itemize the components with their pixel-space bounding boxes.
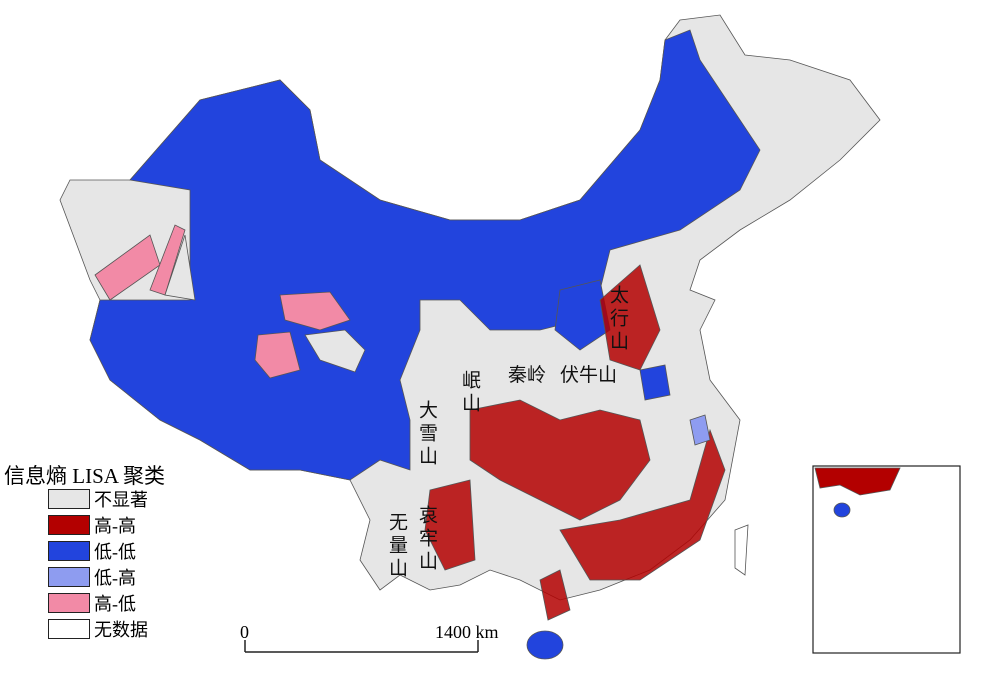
region [734, 524, 749, 576]
legend-swatch [48, 567, 90, 587]
legend-label: 高-高 [94, 516, 136, 536]
region [689, 414, 711, 446]
region [469, 399, 651, 521]
region [254, 331, 301, 379]
mountain-label: 哀牢山 [416, 505, 437, 574]
legend-title: 信息熵 LISA 聚类 [4, 464, 166, 488]
region [599, 264, 661, 371]
legend-label: 高-低 [94, 594, 136, 614]
region [814, 467, 901, 496]
inset-frame [812, 465, 961, 654]
legend-item: 不显著 [48, 488, 148, 510]
legend-swatch [48, 619, 90, 639]
legend-swatch [48, 541, 90, 561]
region [149, 224, 186, 296]
legend-label: 不显著 [94, 490, 148, 510]
legend-label: 低-高 [94, 568, 136, 588]
region [554, 279, 611, 351]
region [833, 502, 851, 518]
mountain-label: 岷山 [459, 370, 480, 416]
legend-swatch [48, 489, 90, 509]
region [559, 428, 726, 581]
legend-item: 低-低 [48, 540, 136, 562]
mountain-label: 大雪山 [416, 400, 437, 469]
legend-label: 无数据 [94, 620, 148, 640]
mountain-label: 无量山 [386, 512, 407, 581]
region [639, 364, 671, 401]
legend-item: 高-高 [48, 514, 136, 536]
region [89, 29, 761, 481]
mountain-label: 伏牛山 [560, 365, 618, 386]
mountain-label: 太行山 [607, 285, 628, 354]
legend-item: 低-高 [48, 566, 136, 588]
mountain-label: 秦岭 [508, 365, 547, 386]
region [424, 479, 476, 571]
region [539, 569, 571, 621]
region [304, 329, 366, 373]
legend-item: 高-低 [48, 592, 136, 614]
region [279, 291, 351, 331]
region [526, 630, 564, 660]
region [164, 234, 196, 301]
legend-swatch [48, 593, 90, 613]
legend-swatch [48, 515, 90, 535]
legend-label: 低-低 [94, 542, 136, 562]
scale-label: 1400 km [435, 622, 499, 642]
scale-label: 0 [240, 622, 249, 642]
legend-item: 无数据 [48, 618, 148, 640]
